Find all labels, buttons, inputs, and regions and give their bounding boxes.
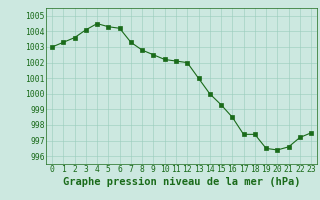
X-axis label: Graphe pression niveau de la mer (hPa): Graphe pression niveau de la mer (hPa) bbox=[63, 177, 300, 187]
